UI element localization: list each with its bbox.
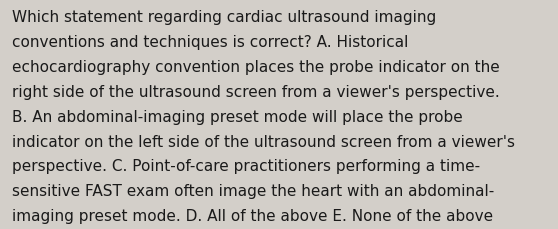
Text: imaging preset mode. D. All of the above E. None of the above: imaging preset mode. D. All of the above… xyxy=(12,208,493,223)
Text: sensitive FAST exam often image the heart with an abdominal-: sensitive FAST exam often image the hear… xyxy=(12,183,494,198)
Text: Which statement regarding cardiac ultrasound imaging: Which statement regarding cardiac ultras… xyxy=(12,10,436,25)
Text: echocardiography convention places the probe indicator on the: echocardiography convention places the p… xyxy=(12,60,500,75)
Text: B. An abdominal-imaging preset mode will place the probe: B. An abdominal-imaging preset mode will… xyxy=(12,109,463,124)
Text: perspective. C. Point-of-care practitioners performing a time-: perspective. C. Point-of-care practition… xyxy=(12,159,480,174)
Text: indicator on the left side of the ultrasound screen from a viewer's: indicator on the left side of the ultras… xyxy=(12,134,515,149)
Text: conventions and techniques is correct? A. Historical: conventions and techniques is correct? A… xyxy=(12,35,408,50)
Text: right side of the ultrasound screen from a viewer's perspective.: right side of the ultrasound screen from… xyxy=(12,85,500,99)
